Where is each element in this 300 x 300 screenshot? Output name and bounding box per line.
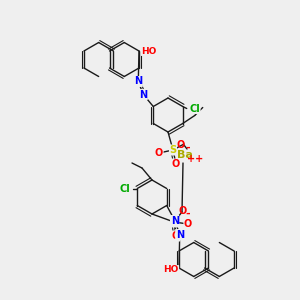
Text: O: O	[172, 159, 180, 169]
Text: O: O	[155, 148, 163, 158]
Text: ++: ++	[187, 154, 203, 164]
Text: HO: HO	[163, 266, 179, 274]
Text: -: -	[186, 143, 190, 153]
Text: Cl: Cl	[120, 184, 131, 194]
Text: Ba: Ba	[177, 150, 193, 160]
Text: N: N	[134, 76, 142, 86]
Text: O: O	[179, 206, 187, 216]
Text: S: S	[169, 145, 177, 155]
Text: N: N	[171, 215, 179, 226]
Text: -: -	[186, 209, 190, 219]
Text: HO: HO	[141, 46, 157, 56]
Text: S: S	[170, 217, 178, 227]
Text: O: O	[172, 231, 180, 241]
Text: N: N	[139, 89, 147, 100]
Text: O: O	[177, 140, 185, 150]
Text: Cl: Cl	[189, 103, 200, 113]
Text: O: O	[184, 219, 192, 229]
Text: N: N	[176, 230, 184, 239]
